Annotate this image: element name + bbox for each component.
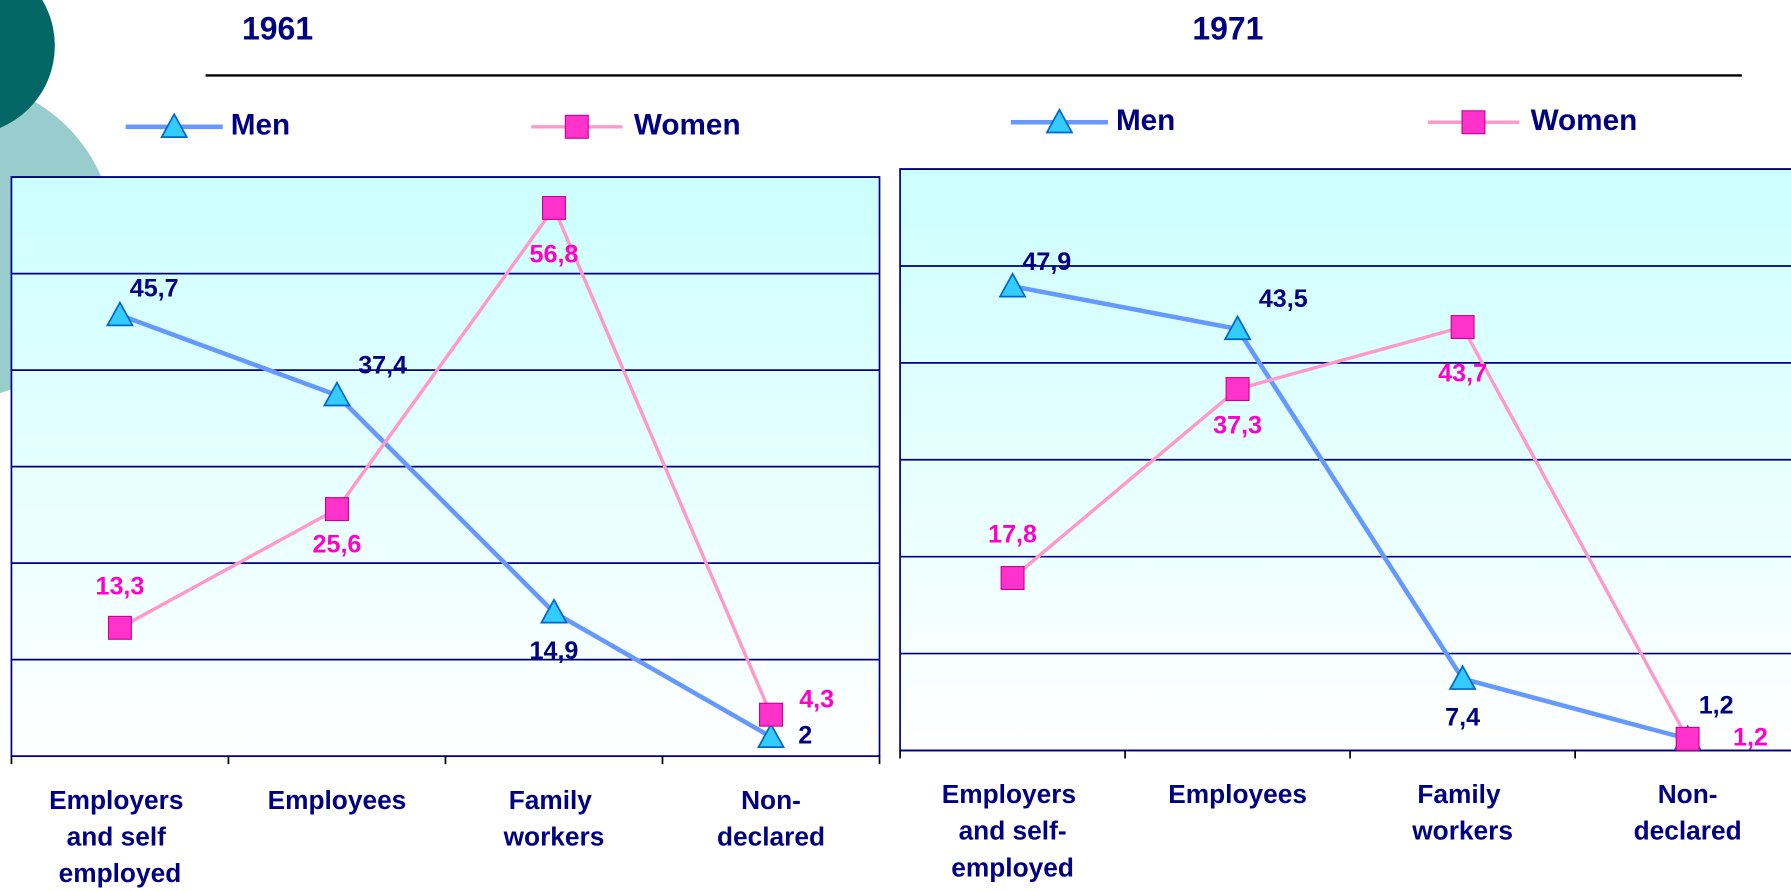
x-tick-label: Non-declared [717, 785, 825, 852]
data-label: 1,2 [1699, 692, 1734, 720]
x-tick-label: Employees [1168, 779, 1307, 809]
marker [322, 380, 351, 407]
decor-circle [0, 0, 55, 128]
legend-label: Men [231, 109, 290, 142]
series-line [1012, 284, 1689, 742]
data-label: 17,8 [988, 520, 1037, 548]
chart-title: 1961 [242, 10, 313, 46]
legend-label: Men [1116, 104, 1175, 137]
data-label: 25,6 [313, 530, 362, 558]
data-label: 14,9 [530, 637, 579, 665]
data-label: 43,5 [1259, 285, 1308, 313]
x-tick-label: Family workers [1411, 779, 1513, 846]
marker [756, 722, 786, 749]
marker [105, 300, 134, 327]
marker [160, 112, 189, 138]
data-label: 37,3 [1213, 411, 1262, 439]
data-label: 56,8 [530, 241, 579, 269]
series-line [119, 204, 773, 716]
data-label: 4,3 [799, 686, 834, 714]
data-label: 2 [798, 722, 812, 750]
series-line [1011, 325, 1690, 740]
marker [564, 114, 589, 139]
legend-label: Women [634, 109, 741, 142]
data-label: 47,9 [1022, 248, 1071, 276]
marker [1225, 377, 1250, 402]
marker [1450, 315, 1475, 340]
legend-label: Women [1531, 104, 1638, 137]
marker [1223, 314, 1252, 341]
marker [1461, 110, 1486, 135]
chart-title: 1971 [1192, 10, 1263, 46]
x-tick-label: Non-declared [1634, 779, 1742, 846]
marker [1000, 566, 1025, 590]
x-tick-label: Employers and self employed [49, 785, 191, 888]
marker [1448, 664, 1477, 690]
series-line [119, 312, 773, 739]
x-tick-label: Family workers [503, 785, 605, 852]
marker [107, 615, 132, 640]
data-label: 1,2 [1733, 723, 1768, 751]
marker [541, 195, 566, 220]
data-label: 7,4 [1445, 703, 1480, 731]
marker [539, 598, 568, 624]
marker [1675, 726, 1700, 751]
data-label: 37,4 [358, 351, 407, 379]
marker [759, 702, 783, 727]
marker [1045, 107, 1074, 134]
x-tick-label: Employees [268, 785, 407, 815]
data-label: 45,7 [130, 275, 179, 303]
x-tick-label: Employers and self-employed [942, 779, 1084, 882]
marker [324, 497, 349, 522]
data-label: 43,7 [1438, 360, 1487, 388]
data-label: 13,3 [95, 572, 144, 600]
marker [998, 271, 1027, 298]
